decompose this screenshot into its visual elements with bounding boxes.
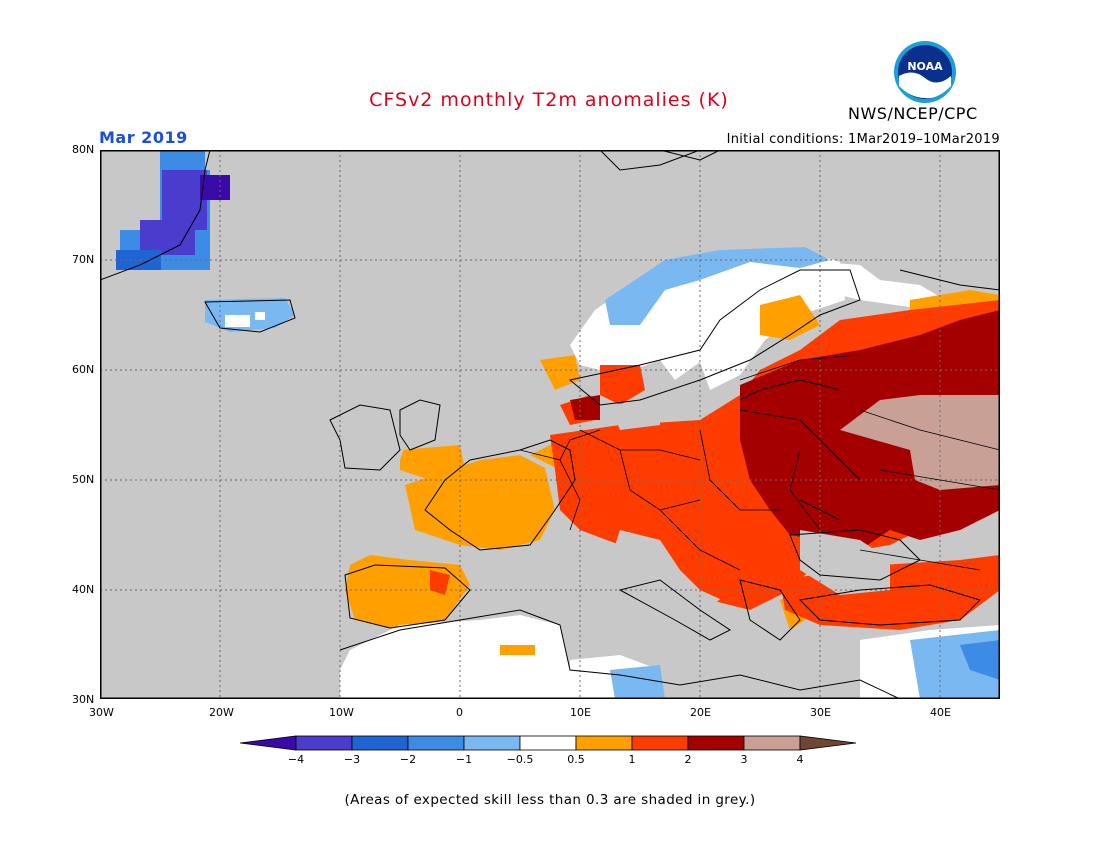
colorbar-labels: −4 −3 −2 −1 −0.5 0.5 1 2 3 4 [288, 753, 804, 766]
lon-label-30w: 30W [89, 706, 114, 719]
map-title: CFSv2 monthly T2m anomalies (K) [369, 89, 729, 111]
lat-label-60: 60N [72, 363, 95, 376]
colorbar: −4 −3 −2 −1 −0.5 0.5 1 2 3 4 [240, 735, 857, 766]
colorbar-tick-label: −1 [456, 753, 472, 766]
colorbar-swatches [240, 735, 857, 751]
colorbar-tick-label: 1 [629, 753, 636, 766]
greenland-anomaly [116, 150, 230, 270]
anomaly-map [100, 150, 1000, 699]
initial-conditions: Initial conditions: 1Mar2019–10Mar2019 [726, 132, 1000, 147]
colorbar-tick-label: 3 [741, 753, 748, 766]
skill-footnote: (Areas of expected skill less than 0.3 a… [344, 792, 756, 808]
colorbar-arrow-high [799, 735, 857, 751]
noaa-logo: NOAA [894, 41, 956, 103]
colorbar-swatch [743, 735, 801, 751]
colorbar-arrow-low [240, 735, 297, 751]
colorbar-swatch [295, 735, 353, 751]
lat-label-80: 80N [72, 143, 95, 156]
lat-label-70: 70N [72, 253, 95, 266]
iceland-anomaly [205, 298, 295, 332]
colorbar-tick-label: −0.5 [507, 753, 534, 766]
low-skill-patches [335, 380, 890, 699]
lon-label-40e: 40E [930, 706, 951, 719]
colorbar-swatch [687, 735, 745, 751]
forecast-period: Mar 2019 [99, 128, 188, 147]
colorbar-tick-label: −4 [288, 753, 304, 766]
colorbar-swatch [575, 735, 633, 751]
colorbar-tick-label: 4 [797, 753, 804, 766]
lon-label-0: 0 [456, 706, 463, 719]
colorbar-tick-label: −3 [344, 753, 360, 766]
lon-label-20e: 20E [690, 706, 711, 719]
colorbar-swatch [463, 735, 521, 751]
graticule [100, 150, 1000, 699]
lon-label-30e: 30E [810, 706, 831, 719]
colorbar-tick-label: 0.5 [567, 753, 585, 766]
map-border [100, 150, 1000, 699]
north-africa-anomaly [340, 615, 1000, 699]
colorbar-swatch [351, 735, 409, 751]
colorbar-tick-label: −2 [400, 753, 416, 766]
colorbar-swatch [407, 735, 465, 751]
lon-label-20w: 20W [209, 706, 234, 719]
coastlines [100, 150, 1000, 699]
country-borders [519, 354, 1000, 571]
organization-label: NWS/NCEP/CPC [848, 104, 978, 123]
lon-label-10e: 10E [570, 706, 591, 719]
lat-label-50: 50N [72, 473, 95, 486]
noaa-logo-text: NOAA [907, 60, 943, 73]
colorbar-swatch [631, 735, 689, 751]
extreme-warm-zone [840, 395, 1000, 490]
lat-label-30: 30N [72, 693, 95, 706]
lon-label-10w: 10W [329, 706, 354, 719]
lat-label-40: 40N [72, 583, 95, 596]
colorbar-tick-label: 2 [685, 753, 692, 766]
colorbar-swatch [519, 735, 577, 751]
